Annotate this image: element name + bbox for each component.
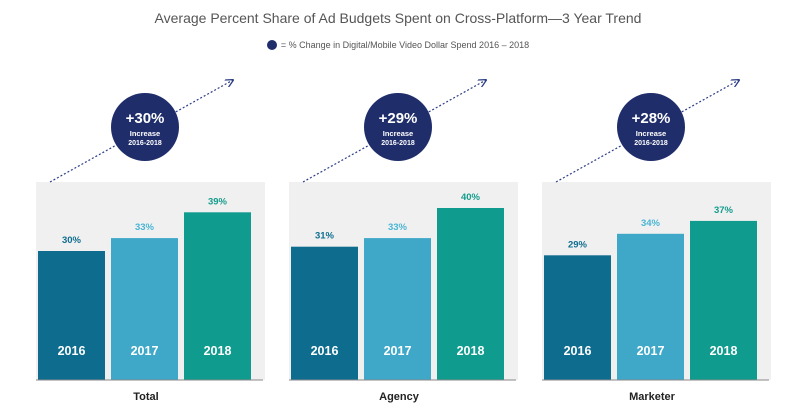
legend-marker xyxy=(266,40,277,50)
change-text: Increase xyxy=(636,129,666,138)
data-label: 29% xyxy=(568,239,588,250)
data-label: 30% xyxy=(62,235,82,246)
change-value: +29% xyxy=(379,110,418,127)
change-period: 2016-2018 xyxy=(128,140,162,147)
bar-marketer-2018 xyxy=(690,220,757,380)
bar-total-2016 xyxy=(38,251,105,380)
year-label: 2016 xyxy=(58,344,86,358)
year-label: 2016 xyxy=(311,344,339,358)
bar-total-2018 xyxy=(184,212,251,380)
change-value: +28% xyxy=(632,110,671,127)
data-label: 31% xyxy=(315,231,335,242)
group-label: Total xyxy=(133,391,158,403)
change-circle xyxy=(111,93,179,161)
year-label: 2018 xyxy=(710,344,738,358)
change-text: Increase xyxy=(383,129,413,138)
bar-agency-2016 xyxy=(291,246,358,380)
year-label: 2017 xyxy=(384,344,412,358)
change-period: 2016-2018 xyxy=(381,140,415,147)
year-label: 2016 xyxy=(564,344,592,358)
year-label: 2017 xyxy=(131,344,159,358)
legend-label: = % Change in Digital/Mobile Video Dolla… xyxy=(280,40,530,50)
chart-title: Average Percent Share of Ad Budgets Spen… xyxy=(154,10,642,26)
bar-agency-2018 xyxy=(437,208,504,380)
bar-total-2017 xyxy=(111,238,178,380)
change-period: 2016-2018 xyxy=(634,140,668,147)
change-value: +30% xyxy=(126,110,165,127)
legend: = % Change in Digital/Mobile Video Dolla… xyxy=(0,40,796,50)
year-label: 2018 xyxy=(457,344,485,358)
change-circle xyxy=(617,93,685,161)
bar-marketer-2016 xyxy=(544,255,611,380)
data-label: 33% xyxy=(135,222,155,233)
year-label: 2018 xyxy=(204,344,232,358)
data-label: 37% xyxy=(714,205,734,216)
data-label: 33% xyxy=(388,222,408,233)
change-circle xyxy=(364,93,432,161)
change-text: Increase xyxy=(130,129,160,138)
data-label: 40% xyxy=(461,192,481,203)
bar-agency-2017 xyxy=(364,238,431,380)
group-label: Marketer xyxy=(629,391,676,403)
data-label: 34% xyxy=(641,218,661,229)
year-label: 2017 xyxy=(637,344,665,358)
bar-marketer-2017 xyxy=(617,233,684,380)
data-label: 39% xyxy=(208,196,228,207)
group-label: Agency xyxy=(379,391,420,403)
